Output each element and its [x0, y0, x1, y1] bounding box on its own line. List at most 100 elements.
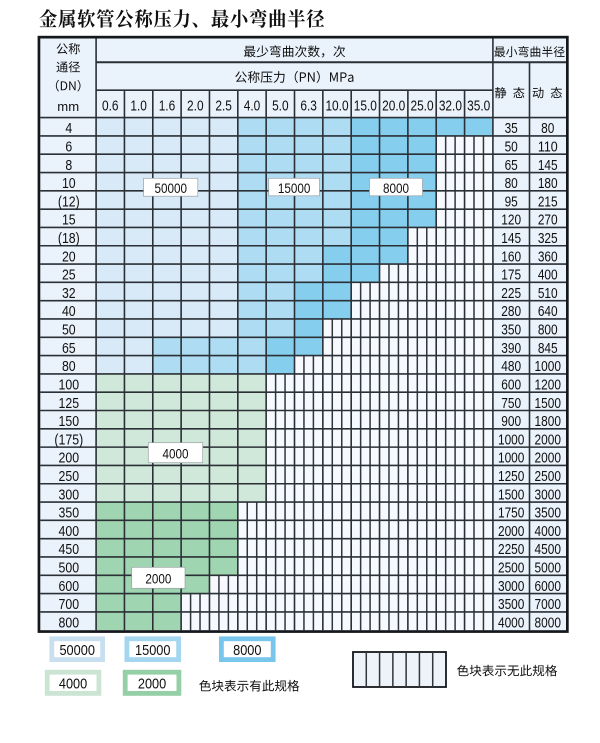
svg-text:8000: 8000 — [535, 615, 561, 631]
svg-text:600: 600 — [59, 579, 80, 595]
svg-text:(175): (175) — [54, 432, 83, 448]
svg-text:15000: 15000 — [135, 642, 170, 659]
svg-text:450: 450 — [59, 542, 80, 558]
svg-text:2000: 2000 — [535, 432, 561, 448]
svg-text:4000: 4000 — [59, 676, 87, 693]
svg-text:845: 845 — [538, 341, 558, 357]
svg-text:200: 200 — [59, 451, 80, 467]
svg-text:35.0: 35.0 — [467, 98, 490, 114]
svg-text:32.0: 32.0 — [439, 98, 462, 114]
svg-text:280: 280 — [501, 304, 521, 320]
svg-text:4000: 4000 — [162, 447, 188, 462]
svg-text:1200: 1200 — [535, 377, 561, 393]
svg-text:3000: 3000 — [498, 579, 524, 595]
svg-text:(18): (18) — [58, 231, 80, 247]
svg-text:350: 350 — [59, 506, 80, 522]
svg-text:95: 95 — [505, 194, 518, 210]
svg-text:2250: 2250 — [498, 542, 524, 558]
svg-text:750: 750 — [501, 396, 521, 412]
svg-text:40: 40 — [62, 304, 76, 320]
svg-text:300: 300 — [59, 487, 80, 503]
svg-text:700: 700 — [59, 597, 80, 613]
svg-text:(12): (12) — [58, 194, 80, 210]
svg-text:250: 250 — [59, 469, 80, 485]
svg-text:4500: 4500 — [535, 542, 561, 558]
svg-text:15000: 15000 — [278, 181, 311, 196]
svg-text:8: 8 — [65, 158, 72, 174]
svg-text:800: 800 — [59, 615, 80, 631]
svg-text:50000: 50000 — [59, 642, 94, 659]
svg-text:2.0: 2.0 — [187, 98, 204, 114]
svg-text:4000: 4000 — [498, 615, 524, 631]
svg-text:8000: 8000 — [233, 642, 261, 659]
svg-text:15: 15 — [62, 213, 76, 229]
svg-text:2000: 2000 — [535, 451, 561, 467]
svg-text:1500: 1500 — [498, 487, 524, 503]
svg-text:6000: 6000 — [535, 579, 561, 595]
svg-text:65: 65 — [505, 158, 518, 174]
svg-text:145: 145 — [538, 158, 558, 174]
svg-text:5.0: 5.0 — [272, 98, 289, 114]
svg-text:2.5: 2.5 — [215, 98, 232, 114]
svg-text:35: 35 — [505, 121, 518, 137]
svg-text:7000: 7000 — [535, 597, 561, 613]
svg-text:3500: 3500 — [498, 597, 524, 613]
svg-text:1.0: 1.0 — [130, 98, 147, 114]
svg-text:1000: 1000 — [498, 451, 524, 467]
svg-text:65: 65 — [62, 341, 76, 357]
svg-text:100: 100 — [59, 377, 80, 393]
svg-text:400: 400 — [538, 268, 558, 284]
svg-text:2000: 2000 — [145, 572, 171, 587]
svg-text:10: 10 — [62, 176, 76, 192]
svg-text:20: 20 — [62, 249, 76, 265]
svg-text:400: 400 — [59, 524, 80, 540]
svg-text:390: 390 — [501, 341, 521, 357]
svg-text:1000: 1000 — [535, 359, 561, 375]
svg-text:120: 120 — [501, 213, 521, 229]
svg-text:1500: 1500 — [535, 396, 561, 412]
svg-text:1250: 1250 — [498, 469, 524, 485]
svg-text:4000: 4000 — [535, 524, 561, 540]
svg-text:20.0: 20.0 — [382, 98, 405, 114]
svg-text:6.3: 6.3 — [300, 98, 317, 114]
svg-text:4: 4 — [65, 121, 72, 137]
svg-text:510: 510 — [538, 286, 558, 302]
svg-text:80: 80 — [541, 121, 554, 137]
svg-text:4.0: 4.0 — [244, 98, 261, 114]
svg-text:1000: 1000 — [498, 432, 524, 448]
svg-text:800: 800 — [538, 323, 558, 339]
svg-text:50: 50 — [505, 139, 518, 155]
svg-text:110: 110 — [538, 139, 558, 155]
svg-text:640: 640 — [538, 304, 558, 320]
svg-text:3000: 3000 — [535, 487, 561, 503]
svg-text:80: 80 — [505, 176, 518, 192]
svg-text:150: 150 — [59, 414, 80, 430]
svg-text:600: 600 — [501, 377, 521, 393]
svg-text:125: 125 — [59, 396, 80, 412]
svg-text:145: 145 — [501, 231, 521, 247]
svg-text:0.6: 0.6 — [102, 98, 119, 114]
svg-text:8000: 8000 — [383, 181, 409, 196]
svg-text:180: 180 — [538, 176, 558, 192]
svg-text:175: 175 — [501, 268, 521, 284]
svg-text:50000: 50000 — [154, 181, 187, 196]
svg-text:80: 80 — [62, 359, 76, 375]
svg-text:2000: 2000 — [138, 676, 166, 693]
svg-text:15.0: 15.0 — [354, 98, 377, 114]
svg-text:360: 360 — [538, 249, 558, 265]
svg-text:1800: 1800 — [535, 414, 561, 430]
svg-text:2500: 2500 — [498, 561, 524, 577]
svg-text:32: 32 — [62, 286, 76, 302]
svg-text:mm: mm — [57, 99, 79, 114]
svg-text:160: 160 — [501, 249, 521, 265]
svg-text:215: 215 — [538, 194, 558, 210]
svg-text:225: 225 — [501, 286, 521, 302]
svg-text:900: 900 — [501, 414, 521, 430]
svg-text:50: 50 — [62, 323, 76, 339]
svg-text:500: 500 — [59, 561, 80, 577]
svg-text:325: 325 — [538, 231, 558, 247]
svg-text:2500: 2500 — [535, 469, 561, 485]
svg-text:1.6: 1.6 — [159, 98, 176, 114]
svg-text:25: 25 — [62, 268, 76, 284]
svg-text:2000: 2000 — [498, 524, 524, 540]
